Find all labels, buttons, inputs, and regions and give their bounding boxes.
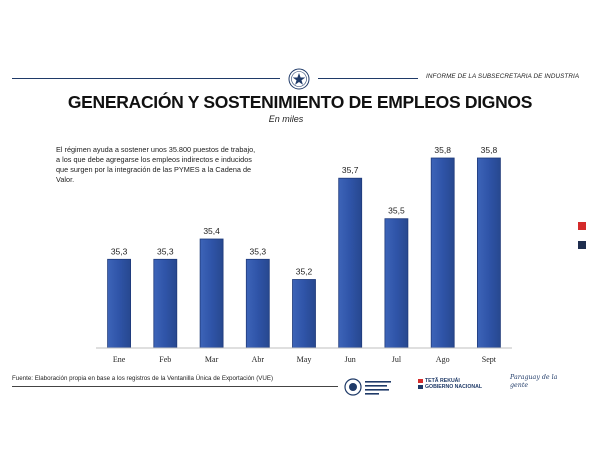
value-label-may: 35,2 <box>296 267 313 277</box>
tick-label-ene: Ene <box>113 355 126 364</box>
bar-abr <box>245 258 270 349</box>
chart-subtitle: En miles <box>268 114 304 124</box>
report-header-label: INFORME DE LA SUBSECRETARIA DE INDUSTRIA <box>426 73 580 80</box>
tick-label-sept: Sept <box>482 355 497 364</box>
bar-mar <box>199 238 224 349</box>
tick-label-jul: Jul <box>392 355 402 364</box>
source-note: Fuente: Elaboración propia en base a los… <box>12 375 274 382</box>
chart-title: GENERACIÓN Y SOSTENIMIENTO DE EMPLEOS DI… <box>67 92 533 112</box>
labels-layer: 35,3 Ene 35,3 Feb 35,4 Mar 35,3 Abr 35,2 May 35,7 J… <box>111 145 498 364</box>
tick-label-feb: Feb <box>159 355 171 364</box>
accent-square-red <box>578 222 586 230</box>
tick-label-may: May <box>297 355 312 364</box>
gobierno-nacional-logo: TETÃ REKUÁI GOBIERNO NACIONAL <box>418 378 482 390</box>
value-label-sept: 35,8 <box>481 145 498 155</box>
header-rule-left <box>12 78 280 79</box>
value-label-feb: 35,3 <box>157 246 174 256</box>
slogan-logo: Paraguay de la gente <box>510 374 558 389</box>
bar-feb <box>153 258 178 349</box>
source-rule <box>12 386 338 387</box>
value-label-ago: 35,8 <box>434 145 451 155</box>
value-label-mar: 35,4 <box>203 226 220 236</box>
value-label-jun: 35,7 <box>342 165 359 175</box>
ministry-logo-icon <box>344 378 391 396</box>
bar-ene <box>107 258 131 349</box>
bar-ago <box>430 157 455 349</box>
tick-label-mar: Mar <box>205 355 219 364</box>
header-rule-right <box>318 78 418 79</box>
logo-gov-line2: GOBIERNO NACIONAL <box>425 384 483 390</box>
bars-layer <box>107 157 501 349</box>
tick-label-ago: Ago <box>436 355 450 364</box>
accent-square-navy <box>578 241 586 249</box>
bar-jun <box>338 177 363 349</box>
value-label-ene: 35,3 <box>111 246 128 256</box>
bar-may <box>292 279 316 349</box>
value-label-abr: 35,3 <box>250 246 267 256</box>
chart-note: El régimen ayuda a sostener unos 35.800 … <box>56 145 256 184</box>
logo-gov-line1: TETÃ REKUÁI <box>425 378 460 384</box>
value-label-jul: 35,5 <box>388 206 405 216</box>
bar-sept <box>476 157 501 349</box>
tick-label-jun: Jun <box>345 355 356 364</box>
star-seal-icon <box>288 68 310 90</box>
tick-label-abr: Abr <box>252 355 265 364</box>
bar-jul <box>384 218 409 349</box>
